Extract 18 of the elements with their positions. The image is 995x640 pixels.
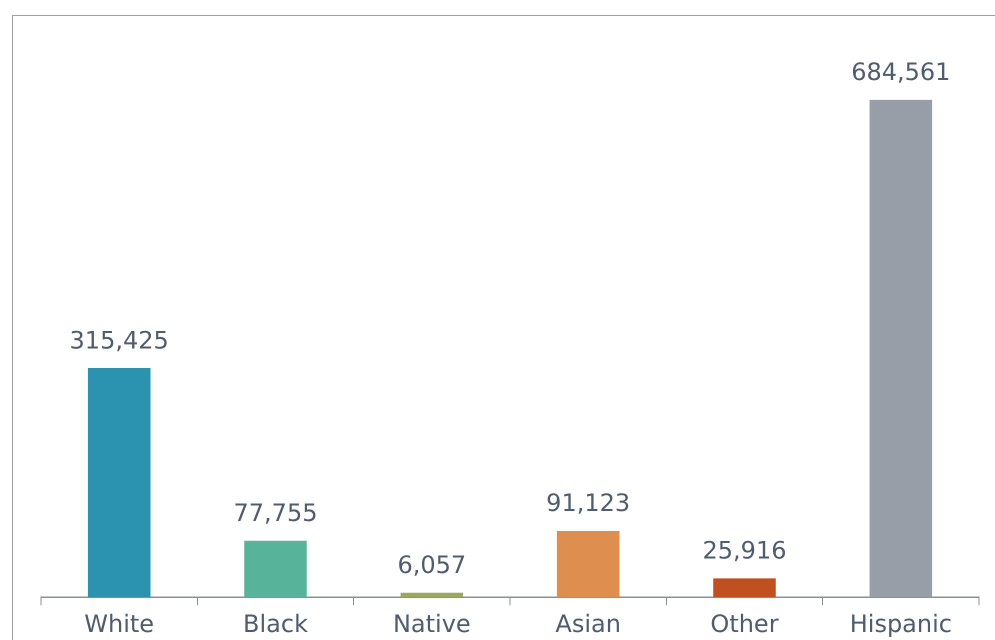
x-tick-label: Black: [243, 610, 308, 638]
x-tick-label: Other: [710, 610, 779, 638]
data-label: 684,561: [851, 58, 950, 86]
x-tick-label: Hispanic: [850, 610, 952, 638]
bar: [556, 531, 620, 598]
data-label: 25,916: [702, 536, 786, 565]
data-label: 77,755: [234, 498, 318, 527]
data-label: 91,123: [546, 489, 630, 518]
bar: [88, 368, 150, 598]
data-label: 6,057: [397, 551, 466, 580]
bar: [870, 100, 932, 598]
data-label: 315,425: [70, 326, 169, 354]
x-tick-label: Asian: [555, 610, 621, 638]
x-tick-label: Native: [392, 610, 471, 638]
bar: [244, 540, 307, 598]
bar: [400, 592, 464, 598]
x-tick-label: White: [84, 610, 154, 638]
bar: [713, 578, 776, 598]
